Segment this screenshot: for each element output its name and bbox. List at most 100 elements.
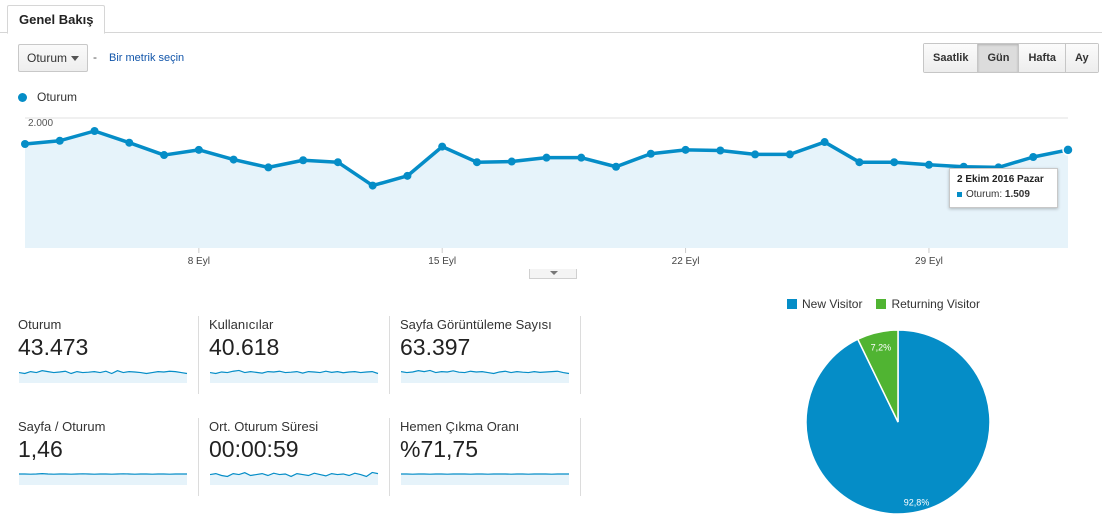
data-point[interactable] bbox=[438, 142, 447, 151]
tile-avg-session-duration[interactable]: Ort. Oturum Süresi 00:00:59 bbox=[209, 419, 399, 497]
tile-sparkline bbox=[210, 471, 379, 485]
data-point[interactable] bbox=[368, 181, 377, 190]
tile-divider bbox=[198, 316, 199, 394]
tile-sparkline bbox=[19, 472, 187, 485]
sparkline-area bbox=[210, 370, 378, 383]
pie-legend-new-visitor[interactable]: New Visitor bbox=[787, 297, 862, 311]
data-point[interactable] bbox=[333, 158, 342, 167]
tile-value: 00:00:59 bbox=[209, 436, 299, 462]
tooltip-label: Oturum: bbox=[966, 189, 1003, 200]
sparkline-line bbox=[210, 471, 379, 478]
sparkline-line bbox=[19, 370, 188, 375]
metric-separator: - bbox=[93, 50, 97, 64]
data-point[interactable] bbox=[194, 145, 203, 154]
x-tick-label: 29 Eyl bbox=[915, 256, 943, 267]
data-point[interactable] bbox=[612, 162, 621, 171]
tile-sparkline bbox=[401, 369, 570, 383]
legend-dot-icon bbox=[18, 92, 27, 102]
data-point[interactable] bbox=[924, 160, 933, 169]
tile-sparkline bbox=[19, 370, 188, 383]
data-point[interactable] bbox=[229, 155, 238, 164]
chart-tooltip: 2 Ekim 2016 Pazar Oturum: 1.509 bbox=[949, 168, 1058, 208]
y-tick-label: 2.000 bbox=[28, 118, 53, 129]
tooltip-value-row: Oturum: 1.509 bbox=[957, 189, 1050, 200]
data-point[interactable] bbox=[264, 163, 273, 172]
tile-divider bbox=[580, 316, 581, 394]
tooltip-value: 1.509 bbox=[1004, 189, 1030, 200]
tile-divider bbox=[580, 418, 581, 496]
pie-slice-label: 92,8% bbox=[904, 498, 930, 508]
chart-collapse-handle[interactable] bbox=[529, 269, 577, 279]
data-point[interactable] bbox=[1029, 153, 1038, 161]
tile-label: Ort. Oturum Süresi bbox=[209, 419, 319, 434]
caret-down-icon bbox=[550, 271, 558, 275]
data-point[interactable] bbox=[751, 150, 760, 159]
tile-divider bbox=[389, 418, 390, 496]
data-point[interactable] bbox=[681, 145, 690, 154]
legend-swatch-icon bbox=[787, 299, 797, 309]
sparkline-line bbox=[401, 369, 570, 375]
chevron-down-icon bbox=[71, 56, 79, 61]
data-point[interactable] bbox=[125, 138, 134, 147]
data-point[interactable] bbox=[160, 151, 169, 160]
range-hourly-button[interactable]: Saatlik bbox=[924, 44, 978, 72]
series-area bbox=[25, 131, 1068, 248]
tile-value: 1,46 bbox=[18, 436, 63, 462]
data-point[interactable] bbox=[55, 136, 64, 145]
tile-pageviews[interactable]: Sayfa Görüntüleme Sayısı 63.397 bbox=[400, 317, 590, 395]
data-point[interactable] bbox=[403, 171, 412, 180]
time-range-group: Saatlik Gün Hafta Ay bbox=[923, 43, 1099, 73]
pie-slice-label: 7,2% bbox=[871, 343, 892, 353]
metric-select[interactable]: Oturum bbox=[18, 44, 88, 72]
data-point[interactable] bbox=[90, 127, 99, 135]
data-point[interactable] bbox=[1062, 144, 1074, 156]
legend-label: Returning Visitor bbox=[891, 297, 980, 311]
data-point[interactable] bbox=[21, 140, 29, 148]
tile-pages-per-session[interactable]: Sayfa / Oturum 1,46 bbox=[18, 419, 208, 497]
data-point[interactable] bbox=[716, 146, 725, 155]
data-point[interactable] bbox=[820, 138, 829, 147]
tile-sessions[interactable]: Oturum 43.473 bbox=[18, 317, 208, 395]
tab-bar: Genel Bakış bbox=[0, 0, 1102, 34]
range-day-button[interactable]: Gün bbox=[977, 44, 1019, 72]
metric-select-value: Oturum bbox=[27, 51, 68, 65]
x-tick-label: 15 Eyl bbox=[428, 256, 456, 267]
data-point[interactable] bbox=[472, 158, 481, 167]
tile-divider bbox=[389, 316, 390, 394]
data-point[interactable] bbox=[785, 150, 794, 159]
sparkline-line bbox=[19, 472, 187, 475]
tile-users[interactable]: Kullanıcılar 40.618 bbox=[209, 317, 399, 395]
data-point[interactable] bbox=[855, 158, 864, 167]
legend-label: Oturum bbox=[37, 90, 78, 104]
data-point[interactable] bbox=[890, 158, 899, 167]
tile-value: 40.618 bbox=[209, 334, 280, 360]
data-point[interactable] bbox=[542, 153, 551, 162]
sparkline-area bbox=[401, 473, 569, 485]
pie-legend-returning-visitor[interactable]: Returning Visitor bbox=[876, 297, 980, 311]
x-tick-label: 22 Eyl bbox=[672, 256, 700, 267]
visitor-type-pie-chart[interactable]: 92,8% 7,2% bbox=[804, 328, 994, 518]
data-point[interactable] bbox=[646, 149, 655, 158]
tile-sparkline bbox=[210, 369, 379, 383]
x-tick-label: 8 Eyl bbox=[188, 256, 210, 267]
chart-legend: Oturum bbox=[18, 90, 77, 104]
tile-divider bbox=[198, 418, 199, 496]
tile-label: Oturum bbox=[18, 317, 62, 332]
range-week-button[interactable]: Hafta bbox=[1018, 44, 1065, 72]
sparkline-area bbox=[19, 370, 187, 383]
range-month-button[interactable]: Ay bbox=[1064, 44, 1098, 72]
pie-slice-returning-visitor[interactable] bbox=[856, 329, 899, 423]
data-point[interactable] bbox=[299, 156, 308, 165]
data-point[interactable] bbox=[507, 157, 516, 166]
tile-label: Hemen Çıkma Oranı bbox=[400, 419, 520, 434]
select-metric-link[interactable]: Bir metrik seçin bbox=[109, 52, 185, 64]
tile-bounce-rate[interactable]: Hemen Çıkma Oranı %71,75 bbox=[400, 419, 590, 497]
tooltip-title: 2 Ekim 2016 Pazar bbox=[957, 174, 1044, 185]
sparkline-area bbox=[19, 473, 187, 485]
sparkline-area bbox=[401, 370, 569, 383]
data-point[interactable] bbox=[577, 153, 586, 162]
tile-label: Sayfa / Oturum bbox=[18, 419, 106, 434]
legend-swatch-icon bbox=[876, 299, 887, 309]
tab-overview[interactable]: Genel Bakış bbox=[7, 5, 106, 34]
